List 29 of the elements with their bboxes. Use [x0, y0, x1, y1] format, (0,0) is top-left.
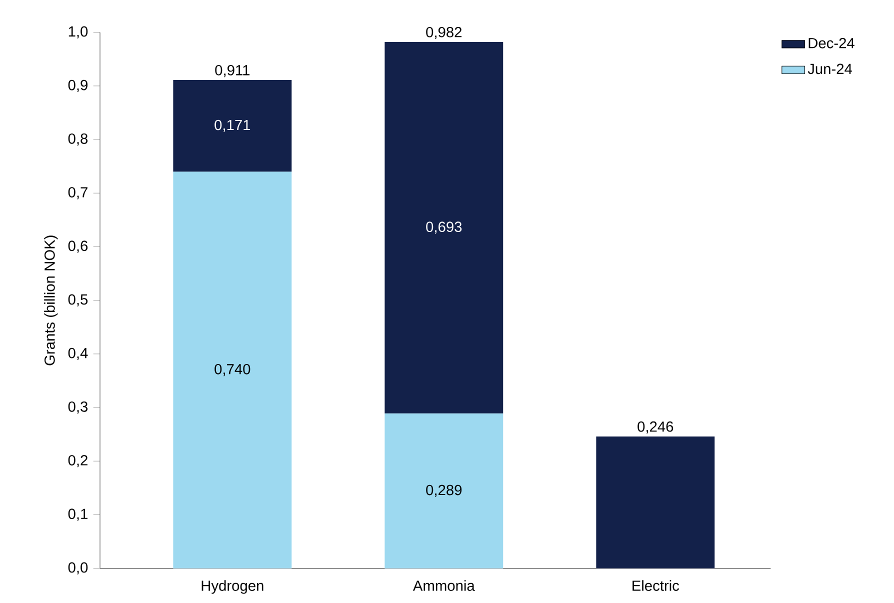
legend-label: Jun-24: [808, 64, 852, 74]
bar: [173, 172, 292, 568]
y-tick-label: 0,4: [68, 348, 88, 360]
x-tick-label: Electric: [632, 580, 680, 591]
data-label: 0,171: [214, 120, 250, 132]
data-label: 0,289: [426, 484, 462, 497]
data-label: 0,740: [214, 364, 250, 376]
bar: [173, 80, 292, 172]
y-tick-label: 0,3: [68, 401, 88, 414]
y-tick-label: 0,8: [68, 133, 88, 146]
y-tick-label: 1,0: [68, 26, 88, 38]
y-tick-label: 0,6: [68, 240, 88, 253]
y-axis-title: Grants (billion NOK): [44, 236, 58, 366]
legend-label: Dec-24: [808, 38, 854, 48]
x-tick-label: Ammonia: [412, 580, 475, 591]
y-tick-label: 0,5: [68, 294, 88, 306]
bar: [596, 436, 715, 568]
data-label: 0,693: [426, 222, 462, 234]
total-label: 0,246: [638, 421, 674, 434]
y-tick-label: 0,1: [68, 508, 88, 521]
y-tick-label: 0,2: [68, 455, 88, 468]
y-tick-label: 0,7: [68, 187, 88, 200]
y-tick-label: 0,9: [68, 80, 88, 92]
total-label: 0,982: [426, 26, 462, 40]
bar: [384, 42, 504, 414]
bar: [384, 413, 504, 568]
x-tick-label: Hydrogen: [202, 580, 264, 594]
total-label: 0,911: [215, 64, 250, 78]
y-tick-label: 0,0: [68, 562, 88, 574]
